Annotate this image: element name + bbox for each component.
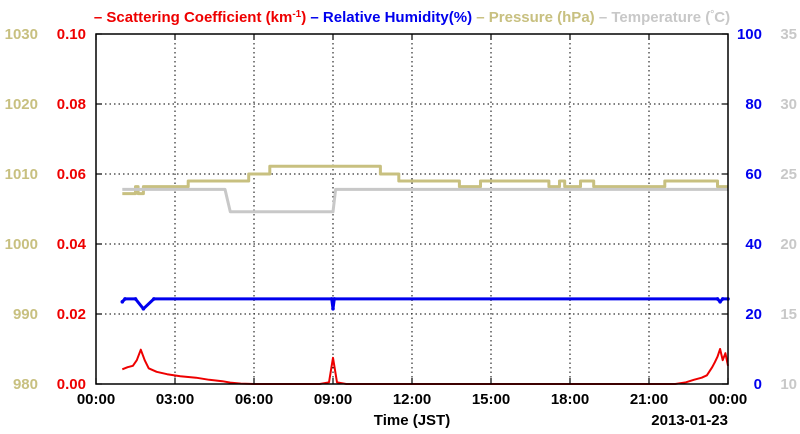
y-tick-label-temperature: 10	[780, 376, 797, 393]
data-point-humidity	[331, 307, 335, 311]
y-tick-label-temperature: 30	[780, 96, 797, 113]
y-tick-label-scattering: 0.04	[57, 236, 87, 253]
data-point-humidity	[141, 307, 146, 311]
x-tick-label: 00:00	[709, 391, 747, 408]
y-tick-label-scattering: 0.08	[57, 96, 86, 113]
data-point-humidity	[152, 297, 156, 301]
grid-lines	[96, 34, 728, 384]
x-tick-label: 18:00	[551, 391, 589, 408]
legend: – Scattering Coefficient (km-1) – Relati…	[94, 9, 730, 27]
y-tick-label-pressure: 990	[13, 306, 38, 323]
x-tick-label: 03:00	[156, 391, 194, 408]
date-label: 2013-01-23	[651, 412, 728, 429]
data-point-humidity	[120, 300, 125, 304]
y-tick-label-pressure: 1000	[5, 236, 38, 253]
x-axis-label: Time (JST)	[374, 412, 450, 429]
y-tick-label-temperature: 20	[780, 236, 797, 253]
series-line-temperature	[122, 187, 728, 214]
x-tick-label: 15:00	[472, 391, 510, 408]
legend-entry: – Scattering Coefficient (km	[94, 9, 292, 26]
series-layer	[120, 164, 730, 385]
x-tick-label: 21:00	[630, 391, 668, 408]
legend-entry-superscript: °	[710, 9, 714, 20]
axis-ticks	[95, 33, 729, 385]
data-point-humidity	[720, 297, 725, 301]
data-point-humidity	[133, 297, 138, 301]
y-tick-label-temperature: 15	[780, 306, 797, 323]
y-tick-label-humidity: 100	[737, 26, 762, 43]
y-tick-label-scattering: 0.10	[57, 26, 86, 43]
y-tick-label-temperature: 25	[780, 166, 797, 183]
y-tick-label-humidity: 20	[745, 306, 762, 323]
series-line-humidity	[121, 297, 728, 311]
legend-text: – Scattering Coefficient (km-1) – Relati…	[94, 9, 730, 27]
x-tick-label: 09:00	[314, 391, 352, 408]
legend-entry: – Temperature (	[595, 9, 711, 26]
data-point-humidity	[715, 297, 720, 301]
y-tick-label-temperature: 35	[780, 26, 797, 43]
legend-entry: – Pressure (hPa)	[472, 9, 595, 26]
y-tick-label-scattering: 0.00	[57, 376, 86, 393]
y-tick-label-pressure: 1030	[5, 26, 38, 43]
series-line-pressure	[122, 164, 728, 196]
y-tick-label-humidity: 40	[745, 236, 762, 253]
legend-entry-close: C)	[714, 9, 730, 26]
y-tick-label-pressure: 980	[13, 376, 38, 393]
y-tick-label-scattering: 0.06	[57, 166, 86, 183]
series-line-scattering	[121, 348, 729, 385]
y-tick-label-humidity: 0	[754, 376, 762, 393]
x-tick-label: 06:00	[235, 391, 273, 408]
y-tick-label-scattering: 0.02	[57, 306, 86, 323]
legend-entry-superscript: -1	[292, 9, 301, 20]
x-tick-label: 12:00	[393, 391, 431, 408]
y-tick-label-pressure: 1010	[5, 166, 38, 183]
data-point-humidity	[718, 300, 722, 304]
axis-labels: 00:00 03:00 06:00 09:00 12:00 15:00 18:00 21:00…	[5, 26, 797, 408]
legend-entry-close: )	[301, 9, 306, 26]
y-tick-label-humidity: 80	[745, 96, 762, 113]
data-point-humidity	[123, 297, 127, 301]
data-point-humidity	[332, 297, 337, 301]
x-tick-label: 00:00	[77, 391, 115, 408]
legend-entry: – Relative Humidity(%)	[306, 9, 472, 26]
y-tick-label-humidity: 60	[745, 166, 762, 183]
data-point-humidity	[329, 297, 334, 301]
y-tick-label-pressure: 1020	[5, 96, 38, 113]
